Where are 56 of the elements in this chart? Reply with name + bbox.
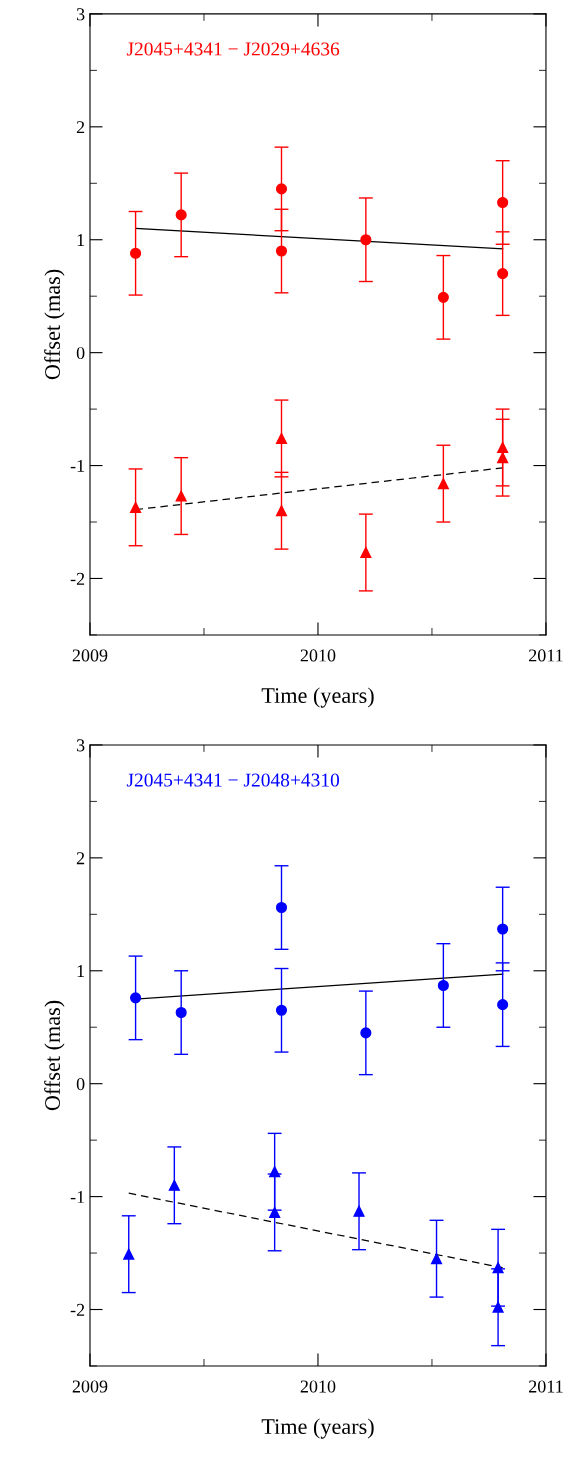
x-axis-title: Time (years) [261,1418,374,1439]
x-tick-label: 2010 [300,1380,336,1393]
point [175,1006,187,1019]
point [437,478,449,490]
point [269,1206,281,1218]
point [492,1262,504,1274]
point [130,247,142,259]
point [175,490,187,502]
y-tick-label: 2 [76,852,85,865]
point [275,432,288,445]
x-tick-label: 2011 [529,649,563,662]
point [497,452,509,464]
y-axis-title: Offset (mas) [44,269,65,380]
point [492,1301,504,1313]
y-tick-label: 1 [77,965,85,978]
point [275,1004,288,1016]
y-axis-title: Offset (mas) [44,1000,65,1111]
y-tick-label: 1 [77,234,85,247]
point [437,291,449,303]
y-tick-label: -2 [70,572,85,585]
point [360,234,372,246]
point [497,923,509,935]
point [269,1166,281,1178]
text: J2045+4341 − J2029+4636 [126,42,340,56]
y-tick-label: -2 [70,1303,85,1316]
point [275,505,288,517]
y-tick-label: 3 [76,8,85,21]
point [497,999,509,1011]
point [497,268,509,280]
y-tick-label: 0 [76,346,85,360]
y-tick-label: 2 [76,121,85,134]
point [430,1253,443,1265]
point [497,441,509,454]
point [437,979,449,992]
point [275,183,288,195]
point [175,209,187,221]
point [360,546,372,559]
x-tick-label: 2009 [72,1380,108,1393]
point [123,1248,135,1260]
point [360,1027,372,1039]
x-tick-label: 2010 [300,649,336,662]
text: J2045+4341 − J2048+4310 [126,773,340,787]
y-tick-label: 3 [76,739,85,752]
point [353,1205,365,1217]
point [130,501,142,513]
x-tick-label: 2009 [72,649,108,662]
x-axis-title: Time (years) [261,687,374,708]
y-tick-label: -1 [70,1190,85,1203]
point [130,992,142,1004]
y-tick-label: -1 [70,459,85,472]
x-tick-label: 2011 [529,1380,563,1393]
point [497,196,509,209]
y-tick-label: 0 [76,1077,85,1091]
point [168,1179,180,1191]
point [275,245,288,257]
point [275,901,288,914]
